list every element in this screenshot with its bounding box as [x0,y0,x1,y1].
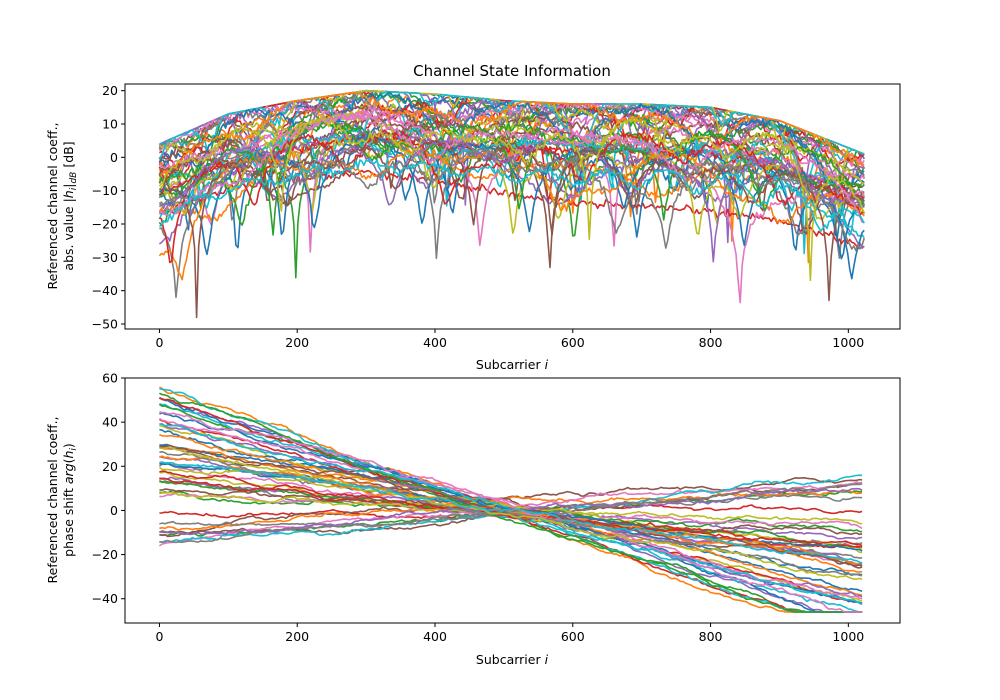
magnitude-y-label-line1: Referenced channel coeff., [45,122,60,289]
phase-series-line [159,461,863,564]
phase-y-label-line2: phase shift arg(hi) [61,443,79,557]
phase-axes: 0 200 400 600 800 1000 −40 −20 0 20 40 60 Subcarri… [45,371,901,667]
phase-y-tick-label: 60 [102,371,118,386]
phase-x-tick-label: 400 [423,629,447,644]
phase-y-ticks: −40 −20 0 20 40 60 [92,371,125,606]
phase-series-line [159,392,863,613]
magnitude-x-tick-label: 1000 [832,335,864,350]
phase-series-group [158,386,863,613]
magnitude-series-line [158,90,865,255]
magnitude-y-axis-label: Referenced channel coeff., abs. value |h… [45,122,79,289]
phase-y-label-line1: Referenced channel coeff., [45,416,60,583]
magnitude-series-line [159,135,865,263]
phase-y-tick-label: 20 [102,459,118,474]
magnitude-x-tick-label: 600 [561,335,585,350]
magnitude-x-tick-label: 800 [699,335,723,350]
magnitude-series-line [159,113,865,223]
magnitude-y-tick-label: 10 [102,117,118,132]
magnitude-axes: Channel State Information 0 200 400 600 800 1… [45,62,901,372]
chart-title: Channel State Information [413,62,611,80]
phase-x-tick-label: 800 [699,629,723,644]
magnitude-axes-frame [124,83,901,330]
magnitude-x-axis-label: Subcarrier i [476,357,549,372]
phase-series-line [159,410,863,613]
magnitude-y-tick-label: −40 [92,283,118,298]
magnitude-series-line [159,101,865,170]
magnitude-series-line [158,133,865,239]
phase-series-line [159,487,863,536]
magnitude-y-label-line2: abs. value |hi|dB [dB] [61,141,79,270]
phase-x-tick-label: 0 [155,629,163,644]
magnitude-y-tick-label: −10 [92,183,118,198]
phase-x-tick-label: 200 [285,629,309,644]
magnitude-series-line [158,157,865,232]
magnitude-y-tick-label: −30 [92,250,118,265]
magnitude-series-group [158,89,865,319]
phase-y-axis-label: Referenced channel coeff., phase shift a… [45,416,79,583]
magnitude-series-line [159,139,865,319]
phase-y-tick-label: 0 [110,503,118,518]
magnitude-x-tick-label: 200 [285,335,309,350]
phase-axes-frame [124,377,901,624]
magnitude-series-line [158,147,865,252]
phase-series-line [158,417,863,600]
magnitude-y-tick-label: −20 [92,217,118,232]
phase-series-line [159,446,863,581]
magnitude-y-tick-label: −50 [92,317,118,332]
phase-series-line [159,489,863,531]
magnitude-series-line [158,115,865,282]
phase-x-axis-label: Subcarrier i [476,652,549,667]
phase-x-ticks: 0 200 400 600 800 1000 [155,623,864,644]
phase-x-tick-label: 1000 [832,629,864,644]
phase-y-tick-label: −40 [92,591,118,606]
phase-series-line [158,397,863,613]
magnitude-y-tick-label: 0 [110,150,118,165]
magnitude-x-ticks: 0 200 400 600 800 1000 [155,329,864,350]
magnitude-y-tick-label: 20 [102,83,118,98]
magnitude-x-tick-label: 0 [155,335,163,350]
phase-y-tick-label: 40 [102,415,118,430]
phase-y-tick-label: −20 [92,547,118,562]
magnitude-y-ticks: −50 −40 −30 −20 −10 0 10 20 [92,83,125,332]
phase-x-tick-label: 600 [561,629,585,644]
magnitude-series-line [158,120,865,236]
magnitude-x-tick-label: 400 [423,335,447,350]
phase-series-line [159,477,863,547]
magnitude-series-line [158,92,865,175]
